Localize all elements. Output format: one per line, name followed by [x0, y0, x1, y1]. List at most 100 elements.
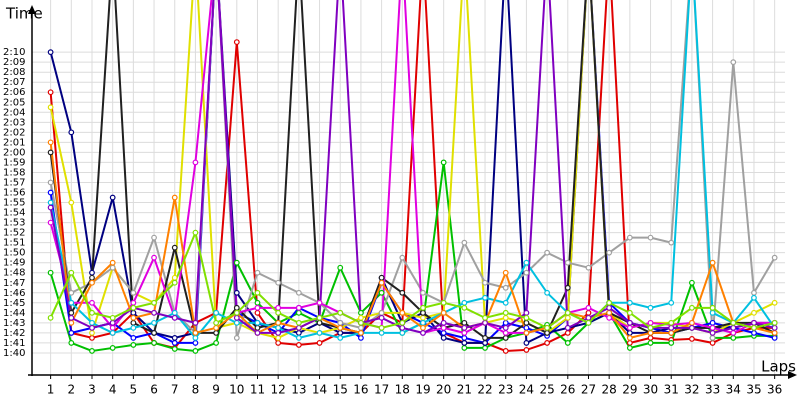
data-point	[689, 319, 695, 326]
data-point	[668, 324, 675, 331]
data-point	[420, 319, 426, 326]
x-tick-label: 33	[705, 383, 720, 397]
data-point	[523, 340, 530, 346]
data-point	[709, 329, 716, 336]
x-tick-label: 29	[622, 383, 637, 397]
data-point	[89, 348, 95, 354]
data-point	[461, 239, 468, 246]
data-point	[254, 329, 261, 336]
data-point	[564, 324, 571, 331]
x-tick-label: 6	[150, 383, 158, 397]
data-point	[254, 269, 261, 276]
data-point	[233, 309, 240, 316]
data-point	[171, 274, 178, 281]
data-point	[523, 314, 530, 321]
data-point	[606, 314, 613, 321]
x-tick-label: 1	[47, 383, 55, 397]
y-tick-label: 2:05	[3, 97, 25, 108]
x-tick-label: 17	[374, 383, 389, 397]
x-tick-label: 31	[664, 383, 679, 397]
data-point	[461, 345, 468, 351]
x-tick-label: 22	[477, 383, 492, 397]
data-point	[47, 269, 54, 276]
data-point	[440, 319, 447, 326]
y-tick-label: 2:08	[3, 67, 25, 78]
x-tick-label: 15	[333, 383, 348, 397]
data-point	[254, 299, 261, 306]
y-tick-label: 1:49	[3, 258, 25, 269]
data-point	[89, 309, 95, 316]
data-point	[47, 49, 54, 56]
data-point	[337, 319, 344, 326]
data-point	[461, 329, 468, 336]
data-point	[626, 234, 633, 241]
data-point	[709, 309, 716, 316]
y-tick-label: 1:44	[3, 308, 25, 319]
data-point	[523, 259, 530, 266]
data-point	[89, 279, 95, 286]
data-point	[544, 340, 551, 346]
data-point	[275, 324, 282, 331]
data-point	[585, 314, 592, 321]
data-point	[358, 329, 364, 336]
data-point	[461, 319, 468, 326]
data-point	[192, 335, 199, 341]
data-point	[275, 279, 282, 286]
data-point	[461, 299, 468, 306]
x-tick-label: 25	[539, 383, 554, 397]
data-point	[151, 309, 157, 316]
x-tick-label: 36	[767, 383, 782, 397]
series-line	[49, 0, 775, 345]
x-tick-label: 2	[67, 383, 75, 397]
data-point	[358, 319, 364, 326]
data-point	[689, 304, 695, 311]
data-point	[440, 309, 447, 316]
data-point	[523, 309, 530, 316]
data-point	[523, 319, 530, 326]
data-point	[275, 335, 282, 341]
data-point	[585, 309, 592, 316]
data-point	[68, 269, 75, 276]
y-tick-label: 2:01	[3, 137, 25, 148]
data-point	[192, 348, 199, 354]
data-point	[109, 259, 116, 266]
data-point	[626, 309, 633, 316]
data-point	[751, 324, 757, 331]
data-point	[606, 304, 613, 311]
data-point	[171, 309, 178, 316]
data-point	[109, 264, 116, 271]
data-point	[420, 309, 426, 316]
data-point	[502, 348, 509, 354]
data-point	[502, 309, 509, 316]
data-point	[68, 319, 75, 326]
data-point	[461, 335, 468, 341]
data-point	[68, 329, 75, 336]
data-point	[47, 219, 54, 226]
data-point	[709, 304, 716, 311]
data-point	[109, 329, 116, 336]
data-point	[89, 324, 95, 331]
data-point	[192, 319, 199, 326]
data-point	[585, 264, 592, 271]
data-point	[544, 324, 551, 331]
data-point	[399, 309, 406, 316]
y-tick-label: 2:07	[3, 77, 25, 88]
data-point	[647, 234, 654, 241]
data-point	[606, 249, 613, 256]
data-point	[399, 289, 406, 296]
data-point	[564, 259, 571, 266]
data-point	[151, 234, 157, 241]
data-point	[68, 289, 75, 296]
x-tick-label: 7	[171, 383, 179, 397]
data-point	[130, 319, 137, 326]
data-point	[420, 324, 426, 331]
data-point	[709, 319, 716, 326]
data-point	[254, 319, 261, 326]
data-point	[606, 299, 613, 306]
data-point	[730, 324, 737, 331]
data-point	[647, 304, 654, 311]
data-point	[399, 254, 406, 261]
data-point	[233, 39, 240, 46]
data-point	[440, 329, 447, 336]
data-point	[316, 340, 323, 346]
